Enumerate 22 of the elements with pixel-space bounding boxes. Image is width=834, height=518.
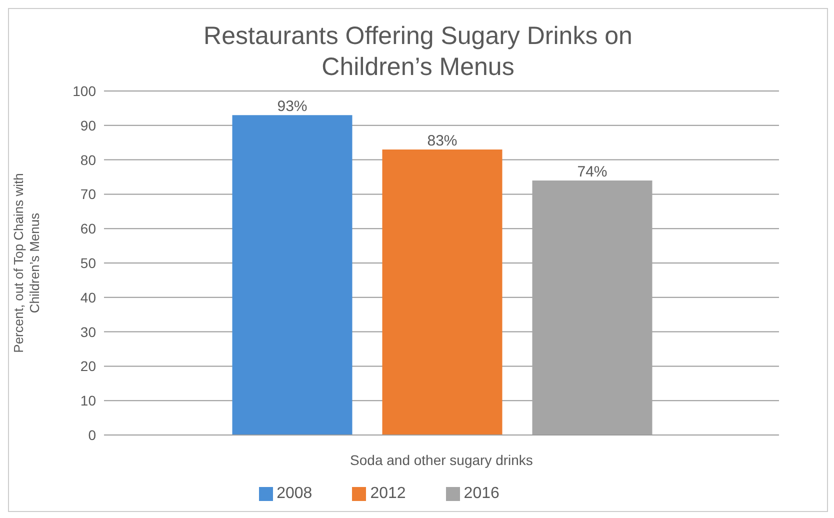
- y-tick-label: 60: [80, 220, 96, 237]
- data-label: 74%: [577, 163, 608, 180]
- y-tick-label: 30: [80, 324, 96, 340]
- legend-label: 2012: [370, 485, 406, 502]
- x-tick-label: Soda and other sugary drinks: [350, 452, 533, 468]
- data-label: 93%: [277, 98, 308, 116]
- y-tick-label: 40: [80, 289, 96, 306]
- legend-label: 2008: [276, 485, 312, 502]
- y-tick-label: 50: [80, 254, 96, 271]
- chart-title: Restaurants Offering Sugary Drinks on Children’s Menus: [202, 21, 634, 83]
- y-tick-label: 100: [72, 82, 96, 99]
- y-tick-label: 10: [80, 392, 96, 409]
- data-label: 83%: [427, 132, 458, 150]
- bar: [232, 115, 352, 435]
- y-tick-label: 90: [80, 117, 96, 134]
- y-tick-label: 20: [80, 358, 96, 374]
- legend-label: 2016: [464, 485, 500, 502]
- bar: [382, 149, 502, 435]
- y-tick-label: 70: [80, 186, 96, 202]
- y-axis-title: Percent, out of Top Chains with Children’s Menus: [11, 173, 42, 353]
- y-tick-label: 80: [80, 152, 96, 168]
- y-tick-label: 0: [88, 426, 96, 443]
